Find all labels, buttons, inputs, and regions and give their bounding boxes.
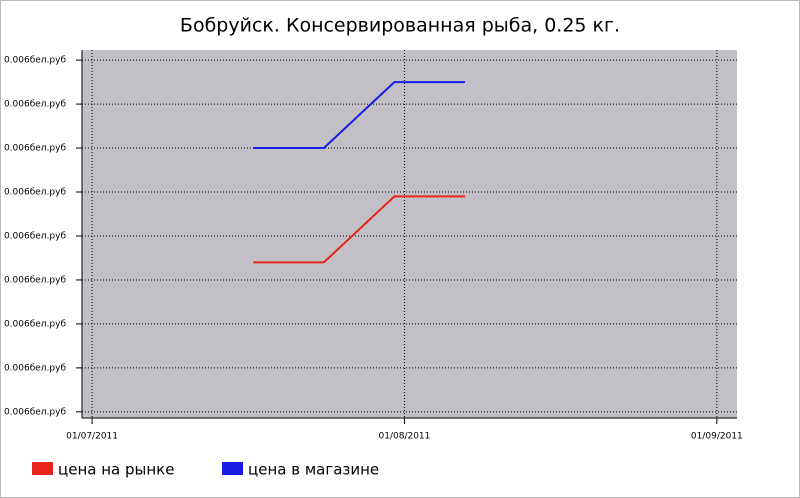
y-tick-label: 0.006бел.руб: [4, 188, 67, 198]
legend-label: цена в магазине: [248, 461, 379, 479]
y-tick-label: 0.006бел.руб: [4, 144, 67, 154]
legend-label: цена на рынке: [58, 461, 174, 479]
x-tick-label: 01/08/2011: [379, 432, 431, 442]
x-tick-label: 01/09/2011: [691, 432, 743, 442]
y-tick-label: 0.006бел.руб: [4, 407, 67, 417]
legend-swatch: [32, 462, 53, 475]
legend-swatch: [222, 462, 243, 475]
y-tick-label: 0.006бел.руб: [4, 100, 67, 110]
x-tick-label: 01/07/2011: [66, 432, 118, 442]
y-tick-label: 0.006бел.руб: [4, 363, 67, 373]
chart-title: Бобруйск. Консервированная рыба, 0.25 кг…: [180, 15, 620, 37]
plot-area: [82, 50, 737, 418]
y-tick-label: 0.006бел.руб: [4, 275, 67, 285]
series-line: [253, 195, 465, 264]
y-tick-label: 0.006бел.руб: [4, 319, 67, 329]
y-tick-label: 0.006бел.руб: [4, 56, 67, 66]
series-line: [253, 81, 465, 150]
y-tick-label: 0.006бел.руб: [4, 231, 67, 241]
